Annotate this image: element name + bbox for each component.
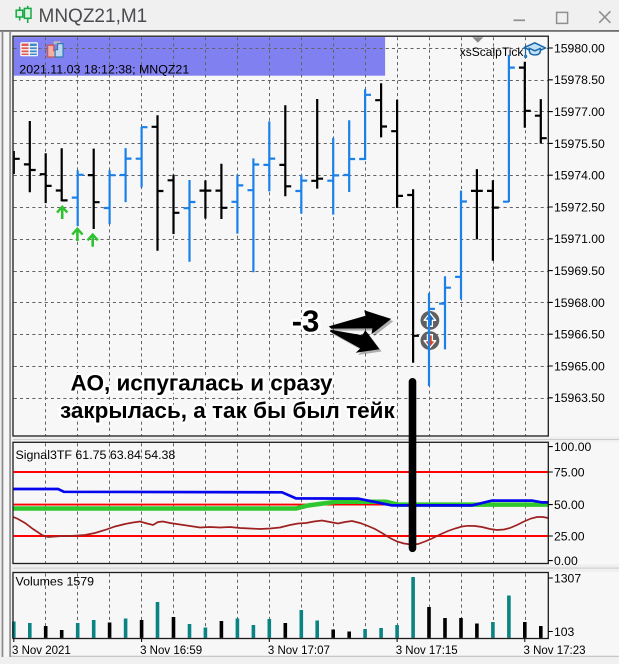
svg-text:15971.00: 15971.00 (554, 232, 605, 246)
svg-text:MNQZ21,M1: MNQZ21,M1 (39, 6, 148, 27)
svg-text:50.00: 50.00 (554, 498, 585, 512)
svg-text:-3: -3 (292, 304, 320, 339)
svg-text:15965.00: 15965.00 (554, 359, 605, 373)
svg-text:103: 103 (554, 625, 575, 639)
svg-text:15969.50: 15969.50 (554, 264, 605, 278)
svg-text:3 Nov 16:59: 3 Nov 16:59 (140, 645, 202, 657)
svg-text:15977.00: 15977.00 (554, 105, 605, 119)
svg-text:15963.50: 15963.50 (554, 391, 605, 405)
svg-text:3 Nov 17:15: 3 Nov 17:15 (396, 645, 458, 657)
svg-text:15975.50: 15975.50 (554, 137, 605, 151)
svg-text:закрылась, а так бы был тейк: закрылась, а так бы был тейк (60, 398, 395, 423)
svg-text:1307: 1307 (554, 571, 581, 585)
svg-text:15968.00: 15968.00 (554, 296, 605, 310)
svg-text:25.00: 25.00 (554, 529, 585, 543)
svg-text:3 Nov 17:23: 3 Nov 17:23 (524, 645, 586, 657)
svg-text:75.00: 75.00 (554, 465, 585, 479)
svg-text:100.00: 100.00 (554, 440, 591, 454)
svg-text:xsScalpTick: xsScalpTick (460, 45, 525, 59)
svg-text:3 Nov 2021: 3 Nov 2021 (12, 645, 71, 657)
svg-text:15966.50: 15966.50 (554, 328, 605, 342)
svg-text:15972.50: 15972.50 (554, 200, 605, 214)
svg-text:15974.00: 15974.00 (554, 169, 605, 183)
svg-text:3 Nov 17:07: 3 Nov 17:07 (268, 645, 330, 657)
svg-text:2021.11.03 18:12:38; MNQZ21: 2021.11.03 18:12:38; MNQZ21 (19, 62, 189, 76)
svg-text:15980.00: 15980.00 (554, 41, 605, 55)
svg-text:Signal3TF 61.75 63.84 54.38: Signal3TF 61.75 63.84 54.38 (16, 448, 176, 462)
svg-text:Volumes 1579: Volumes 1579 (16, 574, 95, 588)
svg-text:15978.50: 15978.50 (554, 73, 605, 87)
svg-text:0.00: 0.00 (554, 554, 578, 568)
svg-text:АО, испугалась и сразу: АО, испугалась и сразу (71, 371, 333, 396)
